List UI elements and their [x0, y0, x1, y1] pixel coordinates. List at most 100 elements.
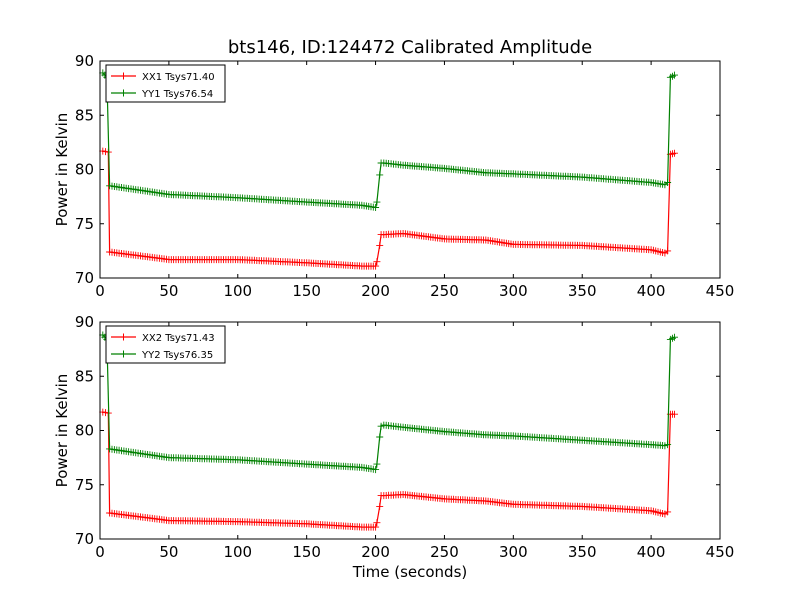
y-tick-label: 75: [75, 215, 94, 233]
data-point: [383, 424, 385, 426]
x-tick-label: 50: [159, 282, 178, 300]
data-point: [485, 172, 487, 174]
series-yy: [99, 331, 678, 474]
x-tick-label: 400: [637, 543, 666, 561]
x-tick-label: 350: [568, 282, 597, 300]
x-tick-label: 250: [430, 543, 459, 561]
data-point: [379, 505, 381, 507]
data-point: [485, 239, 487, 241]
data-point: [402, 164, 404, 166]
data-point: [669, 338, 672, 340]
legend: XX1 Tsys71.40 YY1 Tsys76.54: [105, 64, 226, 103]
x-tick-label: 50: [159, 543, 178, 561]
data-point: [443, 167, 445, 169]
x-tick-label: 0: [95, 282, 105, 300]
data-point: [581, 244, 583, 246]
x-tick-label: 450: [706, 282, 735, 300]
data-point: [669, 153, 672, 155]
data-point: [402, 426, 404, 428]
data-point: [669, 76, 672, 78]
legend-box: [105, 325, 226, 364]
data-point: [109, 251, 111, 253]
x-tick-label: 400: [637, 282, 666, 300]
data-point: [512, 243, 514, 245]
data-point: [512, 173, 514, 175]
data-point: [361, 526, 363, 528]
data-point: [664, 513, 666, 515]
data-point: [102, 150, 104, 152]
data-point: [650, 181, 652, 184]
data-point: [168, 520, 170, 522]
y-axis-label: Power in Kelvin: [53, 374, 71, 488]
data-point: [581, 505, 583, 507]
data-point: [512, 435, 514, 437]
data-point: [383, 162, 385, 164]
top-subplot: 0 50 100 150 200 250 300 350 400 450 70 75 80 85 90 Pow…: [53, 52, 734, 300]
data-point: [306, 463, 308, 465]
data-point: [383, 234, 385, 236]
y-tick-label: 80: [75, 422, 94, 440]
data-point: [402, 232, 404, 235]
data-point: [667, 511, 669, 513]
legend-marker: [120, 72, 127, 80]
data-point: [664, 445, 666, 447]
data-point: [380, 234, 382, 236]
data-point: [109, 512, 111, 514]
data-point: [673, 152, 676, 154]
data-point: [664, 184, 666, 186]
data-point: [306, 523, 308, 525]
data-point: [443, 498, 445, 500]
data-point: [102, 72, 104, 74]
data-point: [168, 457, 170, 459]
y-axis-label: Power in Kelvin: [53, 113, 71, 227]
series-yy: [99, 69, 678, 211]
data-point: [443, 238, 445, 240]
data-point: [485, 500, 487, 502]
x-tick-label: 200: [361, 282, 390, 300]
legend-marker: [120, 333, 127, 341]
data-point: [361, 204, 363, 206]
data-point: [306, 262, 308, 264]
data-point: [379, 244, 381, 246]
bottom-subplot: 0 50 100 150 200 250 300 350 400 450 70 75 80 85 90 Pow…: [53, 313, 734, 581]
legend-label: YY1 Tsys76.54: [141, 89, 213, 100]
y-tick-label: 90: [75, 52, 94, 70]
data-point: [375, 526, 377, 528]
data-point: [375, 265, 377, 267]
data-point: [109, 448, 111, 450]
data-point: [667, 181, 669, 184]
legend-box: [105, 64, 226, 103]
data-point: [168, 193, 170, 196]
legend: XX2 Tsys71.43 YY2 Tsys76.35: [105, 325, 226, 364]
data-point: [383, 495, 385, 497]
data-point: [650, 444, 652, 446]
x-tick-label: 250: [430, 282, 459, 300]
x-tick-label: 450: [706, 543, 735, 561]
data-point: [673, 74, 676, 76]
data-point: [102, 334, 104, 336]
y-tick-label: 75: [75, 476, 94, 494]
data-point: [667, 250, 669, 252]
x-tick-label: 350: [568, 543, 597, 561]
x-tick-label: 0: [95, 543, 105, 561]
data-point: [669, 413, 672, 415]
data-point: [443, 431, 445, 433]
x-tick-label: 300: [499, 543, 528, 561]
data-point: [581, 439, 583, 441]
y-tick-label: 80: [75, 161, 94, 179]
data-point: [168, 259, 170, 261]
legend-marker: [120, 89, 127, 97]
data-point: [650, 249, 652, 251]
legend-marker: [120, 350, 127, 358]
legend-label: XX1 Tsys71.40: [142, 72, 215, 83]
data-point: [376, 201, 378, 203]
x-tick-label: 200: [361, 543, 390, 561]
y-tick-label: 70: [75, 269, 94, 287]
data-point: [102, 411, 104, 413]
data-point: [379, 436, 381, 438]
data-point: [380, 425, 382, 427]
data-point: [361, 466, 363, 468]
data-point: [673, 336, 676, 338]
data-point: [650, 510, 652, 512]
